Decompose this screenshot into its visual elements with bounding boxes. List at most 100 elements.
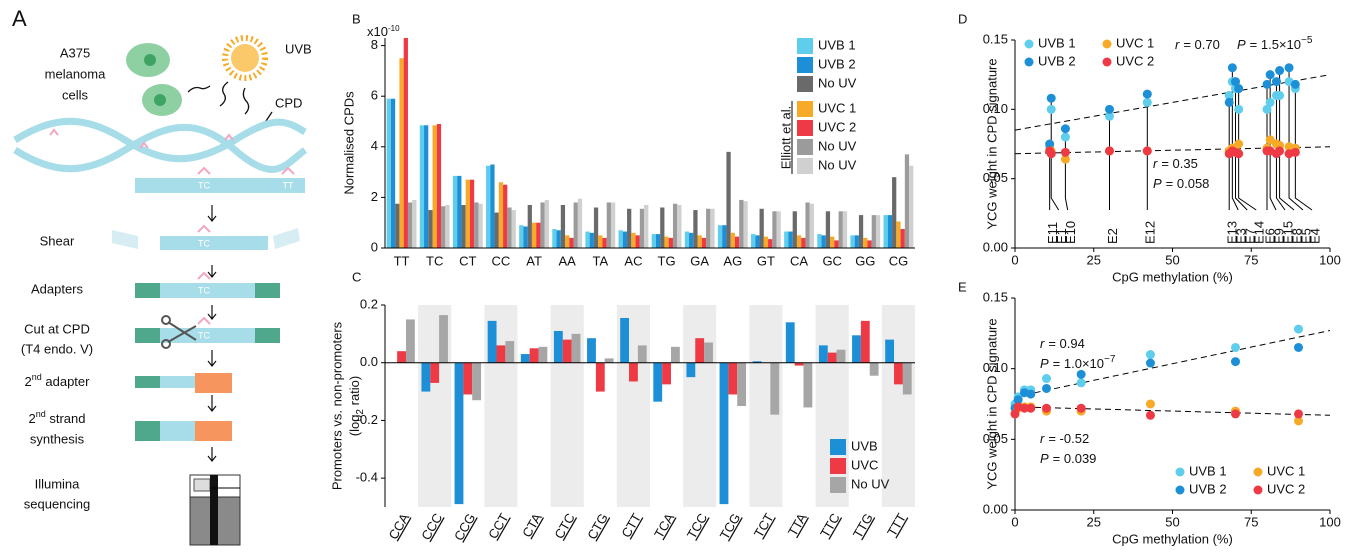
bar <box>463 363 472 395</box>
bar <box>528 205 532 248</box>
y-tick-label: -0.4 <box>356 470 378 485</box>
bar <box>760 209 764 248</box>
bar <box>474 202 478 248</box>
x-tick-label: CG <box>889 253 909 268</box>
bar <box>664 237 668 248</box>
bar <box>478 204 482 248</box>
x-tick-label: TTC <box>817 511 843 540</box>
fragment <box>160 376 195 388</box>
panel-letter: D <box>958 11 967 26</box>
x-tick-label: CCG <box>451 511 478 544</box>
bar <box>843 211 847 248</box>
y-tick-label: 0.10 <box>983 360 1008 375</box>
step-label: 2nd adapter <box>25 372 91 389</box>
legend-label: UVB <box>851 438 878 453</box>
bar <box>837 350 846 363</box>
x-tick-label: CTG <box>584 511 611 542</box>
bar <box>495 213 499 248</box>
y-tick-label: 0.00 <box>983 239 1008 254</box>
annotation-text: = 0.35 <box>1161 156 1198 171</box>
adapter <box>135 283 160 298</box>
bar <box>644 205 648 248</box>
bar <box>395 204 399 248</box>
x-tick-label: GG <box>855 253 875 268</box>
point <box>1042 374 1051 383</box>
bar <box>399 58 403 248</box>
bar <box>751 234 755 248</box>
point <box>1266 98 1275 107</box>
legend-label: UVC 2 <box>1116 53 1154 68</box>
point <box>1026 390 1035 399</box>
legend-marker <box>1254 486 1263 495</box>
bar <box>764 237 768 248</box>
legend-label: UVB 2 <box>1189 481 1227 496</box>
bar <box>652 234 656 248</box>
bar <box>532 223 536 248</box>
bar <box>569 238 573 248</box>
y-label-text: ratio) <box>347 376 362 409</box>
bar <box>720 363 729 504</box>
leader-line <box>1280 71 1294 210</box>
bar <box>863 238 867 248</box>
point <box>1285 63 1294 72</box>
bar <box>704 343 713 363</box>
annotation-sup: −5 <box>1301 35 1313 46</box>
bar <box>536 223 540 248</box>
legend-label: UVB 1 <box>818 37 856 52</box>
legend-marker <box>1103 58 1112 67</box>
bar <box>739 200 743 248</box>
annotation-symbol: r <box>1040 336 1045 351</box>
bar <box>828 353 837 363</box>
bar <box>505 341 514 363</box>
point <box>1042 404 1051 413</box>
point <box>1234 84 1243 93</box>
bar <box>607 202 611 248</box>
bar <box>554 331 563 363</box>
y-tick-label: 0.05 <box>983 170 1008 185</box>
step-label: Cut at CPD <box>24 321 90 336</box>
bar <box>702 238 706 248</box>
bar <box>437 124 441 248</box>
legend-swatch <box>797 101 813 117</box>
x-tick-label: 50 <box>1165 252 1179 267</box>
bar <box>839 211 843 248</box>
point <box>1146 411 1155 420</box>
bar <box>557 230 561 248</box>
shade-band <box>816 305 849 507</box>
bar <box>722 225 726 248</box>
point <box>1225 98 1234 107</box>
sample-label: E12 <box>1143 221 1158 244</box>
point <box>1026 404 1035 413</box>
y-tick-label: 4 <box>371 138 378 153</box>
point <box>1146 350 1155 359</box>
adapter <box>255 283 280 298</box>
y-tick-label: 2 <box>371 189 378 204</box>
bar <box>629 363 638 382</box>
point <box>1042 384 1051 393</box>
step-label: (T4 endo. V) <box>21 341 93 356</box>
bar <box>538 347 547 363</box>
point <box>1294 409 1303 418</box>
bar <box>461 205 465 248</box>
bar <box>801 238 805 248</box>
x-tick-label: TTG <box>850 511 876 541</box>
bar <box>430 363 439 383</box>
bar <box>867 240 871 248</box>
adapter <box>135 421 160 441</box>
legend-label: UVB 1 <box>1189 463 1227 478</box>
bar <box>605 358 614 362</box>
site-label: TC <box>198 330 210 340</box>
bar <box>486 166 490 248</box>
legend-swatch <box>830 439 846 455</box>
annotation: P= 0.039 <box>1040 451 1096 466</box>
step-label: Adapters <box>31 281 84 296</box>
bar <box>710 209 714 248</box>
y-tick-label: 0.15 <box>983 289 1008 304</box>
fragment-piece <box>112 230 138 249</box>
bar <box>735 237 739 248</box>
annotation-text: = 0.058 <box>1166 176 1210 191</box>
point <box>1143 146 1152 155</box>
annotation: P= 1.0×10−7 <box>1040 354 1116 372</box>
bar <box>602 238 606 248</box>
cpd-mark <box>198 318 210 324</box>
